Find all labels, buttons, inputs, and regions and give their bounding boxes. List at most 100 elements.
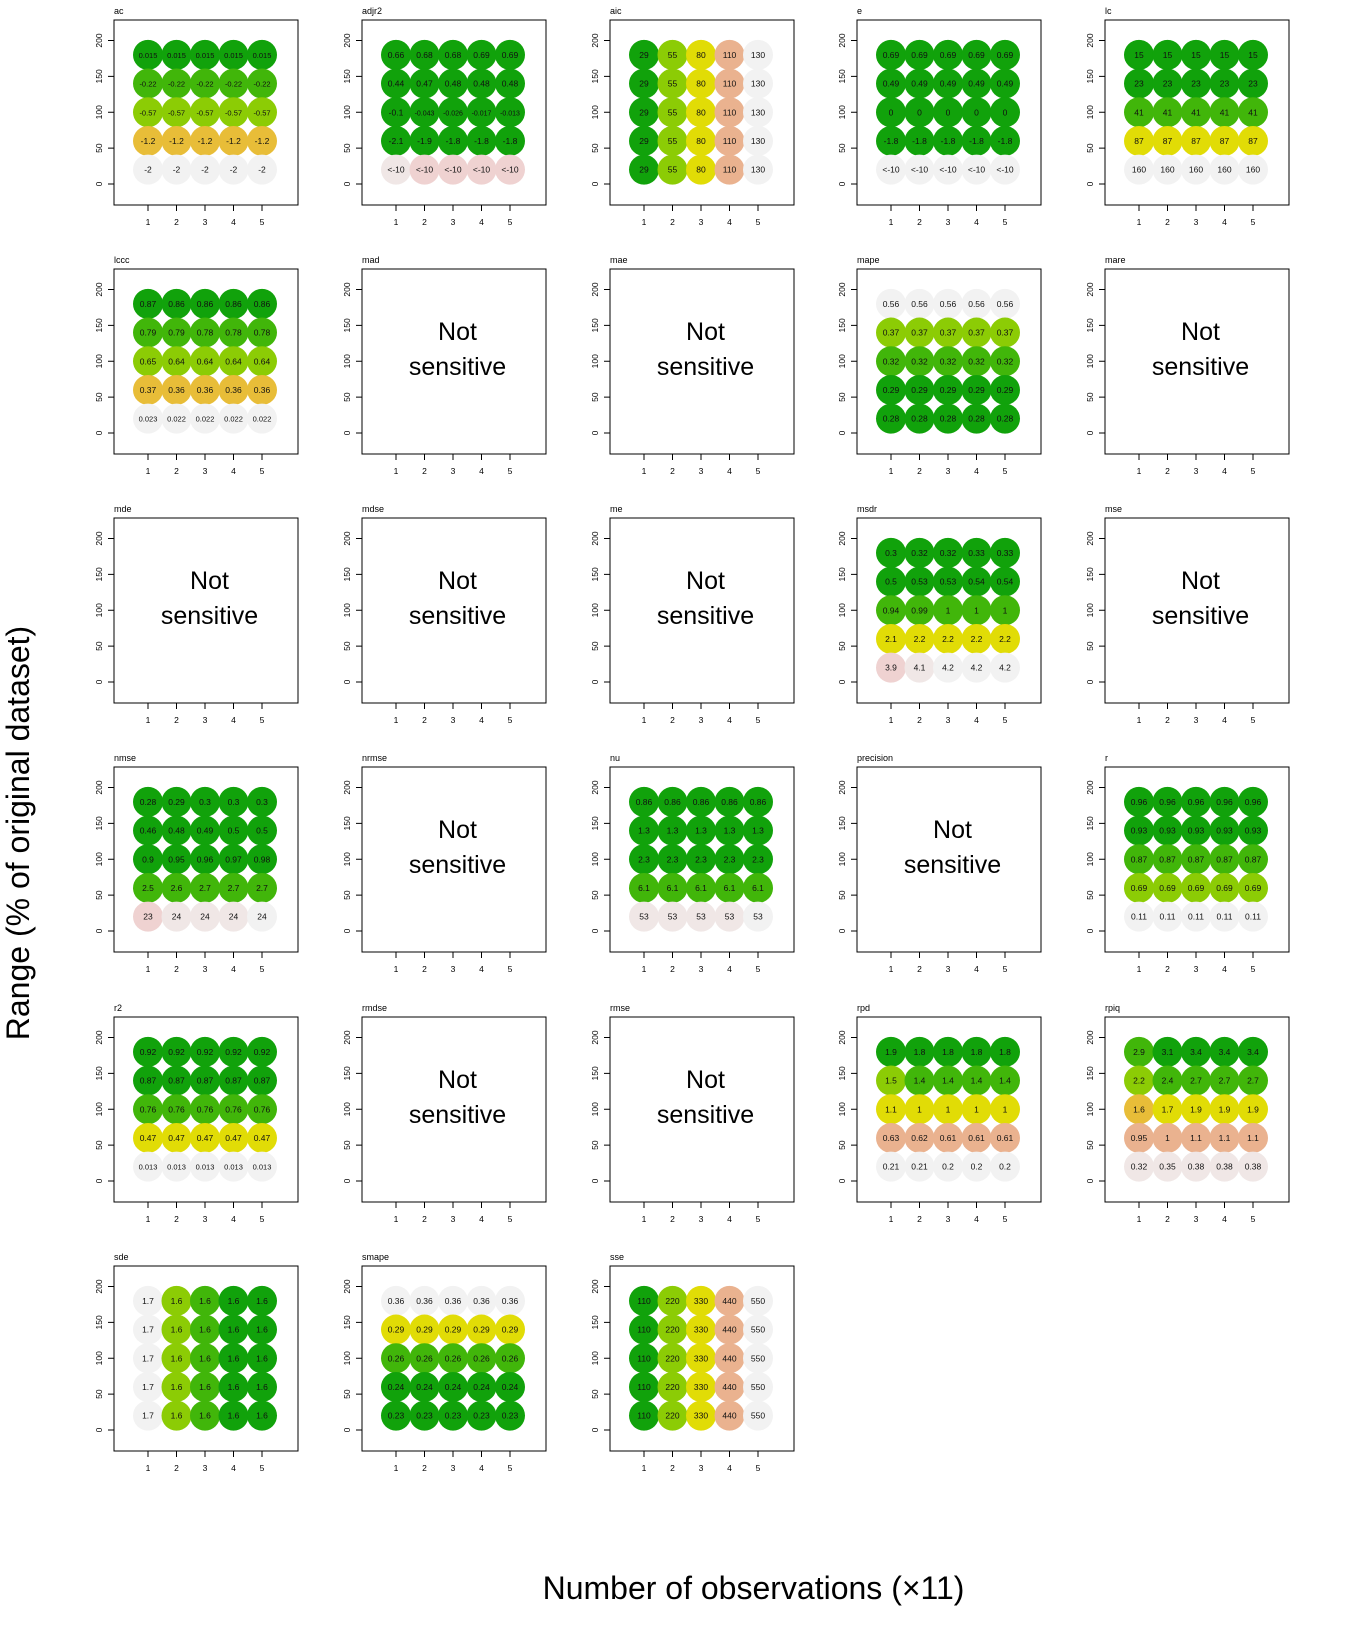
y-tick-label: 50 — [590, 890, 600, 900]
data-label: 0.94 — [883, 605, 900, 615]
data-label: 80 — [696, 79, 706, 89]
data-point — [743, 68, 773, 99]
panel-rpd: rpd 0 50 100 150 200 1 2 3 4 5 1.9 1.8 1.8 1.8 1.8 1.5 1.… — [829, 1003, 1055, 1243]
data-point — [218, 346, 249, 377]
y-tick-label: 100 — [342, 1102, 352, 1116]
data-point — [133, 815, 163, 846]
y-tick-label: 100 — [94, 354, 104, 368]
panel-plot: 0 50 100 150 200 1 2 3 4 5 2.9 3.1 3.4 3.4 3.4 2.2 2.4 2.… — [1085, 1016, 1290, 1224]
data-label: 29 — [639, 107, 649, 117]
data-point — [657, 97, 688, 128]
data-point — [657, 815, 688, 846]
data-point — [381, 1371, 411, 1402]
data-point — [876, 317, 906, 348]
data-label: -1.2 — [226, 136, 241, 146]
y-tick-label: 200 — [837, 33, 847, 47]
x-tick-label: 1 — [146, 466, 151, 476]
data-label: <-10 — [387, 165, 405, 175]
panel-plot: 0 50 100 150 200 1 2 3 4 5 — [590, 517, 795, 725]
data-point — [161, 1285, 192, 1316]
x-tick-label: 1 — [642, 715, 647, 725]
data-point — [1238, 1036, 1268, 1067]
x-tick-label: 4 — [974, 466, 979, 476]
y-tick-label: 150 — [94, 1066, 104, 1080]
data-label: 15 — [1134, 50, 1144, 60]
y-tick-label: 150 — [94, 1315, 104, 1329]
x-tick-label: 1 — [394, 466, 399, 476]
data-point — [714, 1314, 745, 1345]
data-point — [743, 844, 773, 875]
data-point — [133, 403, 163, 434]
panel-me: me 0 50 100 150 200 1 2 3 4 5 Not sensitive — [582, 504, 808, 744]
data-label: 0.76 — [225, 1104, 242, 1114]
data-label: 6.1 — [695, 883, 707, 893]
data-point — [247, 1094, 277, 1125]
data-label: 2.3 — [752, 854, 764, 864]
data-label: 0.69 — [911, 50, 928, 60]
data-point — [743, 1400, 773, 1431]
panel-plot: 0 50 100 150 200 1 2 3 4 5 0.66 0.68 0.68 0.69 0.69 0.4… — [342, 19, 547, 227]
data-point — [161, 1065, 192, 1096]
data-label: 0.87 — [1216, 854, 1233, 864]
data-label: 55 — [668, 50, 678, 60]
x-tick-label: 5 — [1003, 964, 1008, 974]
data-label: 0.28 — [911, 414, 928, 424]
data-label: 130 — [751, 79, 765, 89]
data-label: 0.49 — [197, 826, 214, 836]
data-point — [218, 1371, 249, 1402]
data-point — [1152, 68, 1183, 99]
panel-title: mae — [610, 255, 628, 265]
x-tick-label: 3 — [699, 964, 704, 974]
x-tick-label: 4 — [727, 964, 732, 974]
data-point — [990, 403, 1020, 434]
data-label: 0.93 — [1245, 826, 1262, 836]
data-label: 0.93 — [1188, 826, 1205, 836]
data-point — [743, 1371, 773, 1402]
data-point — [1238, 844, 1268, 875]
data-label: 0.21 — [911, 1162, 928, 1172]
y-tick-label: 0 — [94, 679, 104, 684]
data-label: 23 — [143, 912, 153, 922]
x-tick-label: 5 — [756, 1463, 761, 1473]
data-point — [495, 1400, 525, 1431]
data-label: 0.49 — [997, 79, 1014, 89]
data-point — [161, 154, 192, 185]
data-point — [409, 39, 440, 70]
data-point — [714, 872, 745, 903]
data-label: 0.86 — [664, 797, 681, 807]
data-label: 0.11 — [1188, 912, 1204, 922]
data-label: 0.92 — [140, 1047, 157, 1057]
x-tick-label: 3 — [203, 1463, 208, 1473]
y-tick-label: 50 — [1085, 392, 1095, 402]
panel-e: e 0 50 100 150 200 1 2 3 4 5 0.69 0.69 0.69 0.69 0.69 0.… — [829, 6, 1055, 246]
data-point — [1209, 815, 1240, 846]
data-label: 0.38 — [1216, 1162, 1233, 1172]
data-label: -0.013 — [500, 110, 520, 117]
data-point — [876, 566, 906, 597]
data-point — [218, 1065, 249, 1096]
data-point — [218, 844, 249, 875]
data-label: 1 — [946, 605, 951, 615]
data-label: 0.92 — [225, 1047, 242, 1057]
data-label: -1.2 — [141, 136, 156, 146]
data-point — [218, 1151, 249, 1182]
data-label: 0.87 — [1188, 854, 1205, 864]
y-tick-label: 100 — [590, 1102, 600, 1116]
data-label: 0.97 — [225, 854, 242, 864]
y-tick-label: 150 — [837, 567, 847, 581]
data-point — [657, 68, 688, 99]
data-label: 0.47 — [416, 79, 433, 89]
data-point — [190, 39, 220, 70]
plot-frame — [609, 1016, 795, 1203]
data-label: 0.11 — [1217, 912, 1233, 922]
data-point — [409, 1314, 440, 1345]
data-label: 220 — [665, 1296, 679, 1306]
panel-title: lccc — [114, 255, 130, 265]
data-point — [933, 288, 963, 319]
data-label: 0.99 — [911, 605, 928, 615]
y-tick-label: 50 — [94, 392, 104, 402]
data-label: 6.1 — [724, 883, 736, 893]
x-tick-label: 3 — [451, 217, 456, 227]
panel-title: nu — [610, 753, 621, 763]
data-label: 41 — [1163, 107, 1173, 117]
